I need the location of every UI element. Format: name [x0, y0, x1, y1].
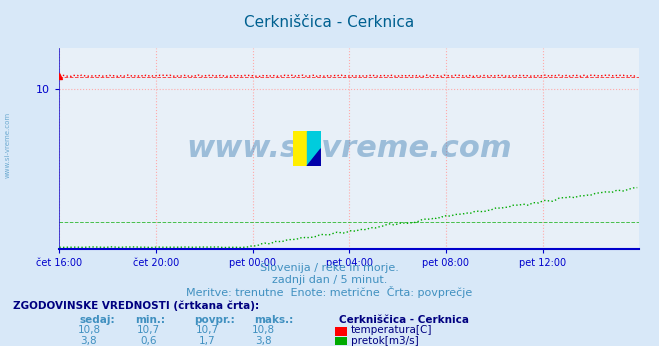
Text: 1,7: 1,7	[199, 336, 216, 346]
Text: povpr.:: povpr.:	[194, 315, 235, 325]
Text: ZGODOVINSKE VREDNOSTI (črtkana črta):: ZGODOVINSKE VREDNOSTI (črtkana črta):	[13, 301, 259, 311]
Text: Cerkniščica - Cerknica: Cerkniščica - Cerknica	[244, 15, 415, 30]
Text: 3,8: 3,8	[255, 336, 272, 346]
Text: www.si-vreme.com: www.si-vreme.com	[186, 134, 512, 163]
Text: 0,6: 0,6	[140, 336, 157, 346]
Text: 10,7: 10,7	[136, 326, 160, 335]
Text: Cerkniščica - Cerknica: Cerkniščica - Cerknica	[339, 315, 469, 325]
Polygon shape	[293, 131, 307, 166]
Text: pretok[m3/s]: pretok[m3/s]	[351, 336, 418, 346]
Text: www.si-vreme.com: www.si-vreme.com	[5, 112, 11, 179]
Text: 3,8: 3,8	[80, 336, 98, 346]
Text: min.:: min.:	[135, 315, 165, 325]
Polygon shape	[307, 131, 321, 166]
Text: Slovenija / reke in morje.: Slovenija / reke in morje.	[260, 263, 399, 273]
Polygon shape	[307, 149, 321, 166]
Text: 10,8: 10,8	[77, 326, 101, 335]
Text: sedaj:: sedaj:	[79, 315, 115, 325]
Text: 10,8: 10,8	[252, 326, 275, 335]
Text: zadnji dan / 5 minut.: zadnji dan / 5 minut.	[272, 275, 387, 285]
Text: Meritve: trenutne  Enote: metrične  Črta: povprečje: Meritve: trenutne Enote: metrične Črta: …	[186, 286, 473, 298]
Text: maks.:: maks.:	[254, 315, 293, 325]
Text: 10,7: 10,7	[196, 326, 219, 335]
Text: temperatura[C]: temperatura[C]	[351, 326, 432, 335]
